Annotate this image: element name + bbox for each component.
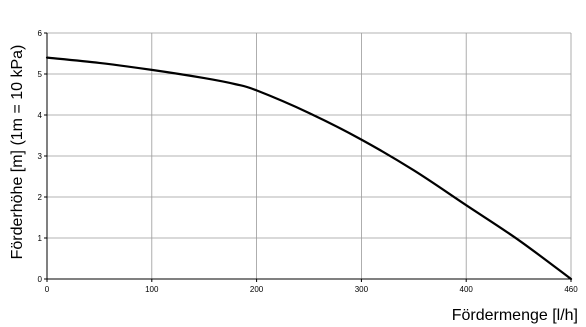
x-tick-label: 100 xyxy=(145,285,159,294)
series-line-0 xyxy=(45,56,573,281)
y-tick-label: 5 xyxy=(38,70,43,79)
y-tick-label: 2 xyxy=(38,193,43,202)
x-tick-label: 200 xyxy=(250,285,264,294)
x-tick-label: 0 xyxy=(45,285,50,294)
series-layer xyxy=(45,56,573,281)
y-tick-label: 1 xyxy=(38,234,43,243)
x-axis-title: Fördermenge [l/h] xyxy=(452,307,578,324)
x-tick-label: 300 xyxy=(355,285,369,294)
x-tick-label: 460 xyxy=(564,285,578,294)
grid-lines xyxy=(47,32,572,279)
x-tick-labels: 0 100 200 300 400 460 xyxy=(45,285,578,294)
y-tick-label: 3 xyxy=(38,152,43,161)
y-tick-label: 0 xyxy=(38,275,43,284)
axes xyxy=(44,32,572,282)
x-tick-label: 400 xyxy=(460,285,474,294)
y-tick-label: 6 xyxy=(38,29,43,38)
y-tick-label: 4 xyxy=(38,111,43,120)
y-tick-labels: 0 1 2 3 4 5 6 xyxy=(38,29,43,284)
y-axis-title: Förderhöhe [m] (1m = 10 kPa) xyxy=(9,45,26,260)
